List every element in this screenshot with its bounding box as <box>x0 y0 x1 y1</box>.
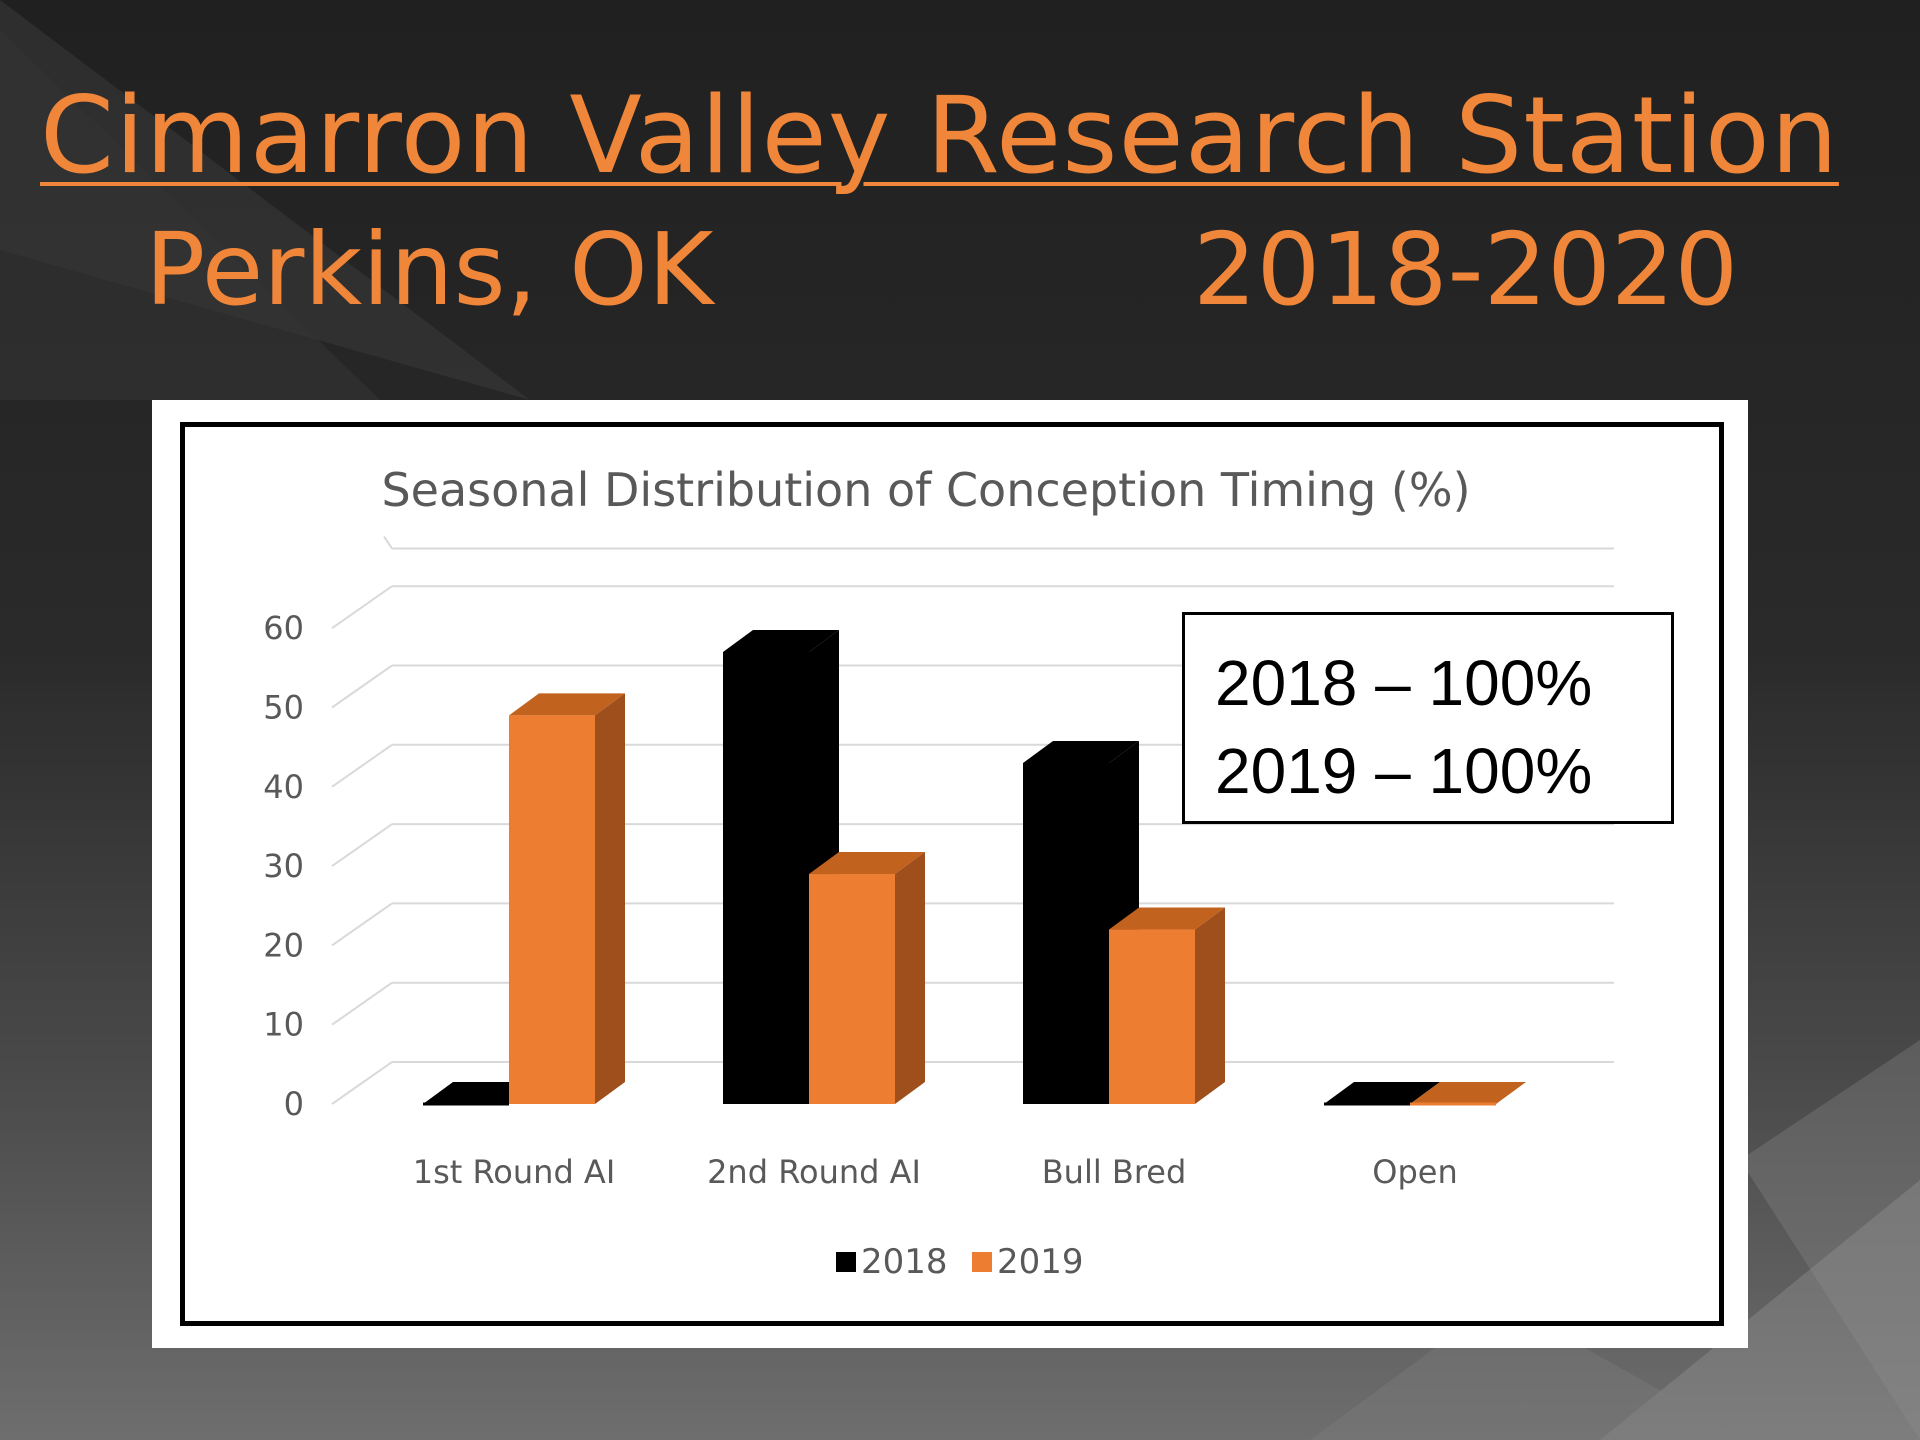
gridline-diagonal <box>383 535 393 550</box>
y-tick-label: 20 <box>263 926 304 964</box>
bar-2018-1 <box>723 629 839 1104</box>
slide-years: 2018-2020 <box>1193 211 1739 328</box>
bar-top-face <box>1109 907 1225 930</box>
category-labels: 1st Round AI 2nd Round AI Bull Bred Open <box>413 1153 1458 1191</box>
y-tick-label: 30 <box>263 847 304 885</box>
x-category-label: 2nd Round AI <box>707 1153 921 1191</box>
gridline-diagonal <box>331 664 393 709</box>
bar-top-face <box>1410 1082 1526 1104</box>
y-tick-label: 50 <box>263 689 304 727</box>
bars <box>423 629 1526 1106</box>
legend-swatch-2019 <box>972 1252 992 1272</box>
bar-top-face <box>809 852 925 875</box>
bar-top-face <box>1023 741 1139 764</box>
y-tick-label: 60 <box>263 609 304 647</box>
y-tick-label: 10 <box>263 1006 304 1044</box>
bar-front-face <box>1023 763 1109 1104</box>
chart-frame <box>180 422 1724 1326</box>
chart-title: Seasonal Distribution of Conception Timi… <box>381 463 1470 517</box>
bar-side-face <box>595 693 625 1104</box>
total-note-box: 2018 – 100% 2019 – 100% <box>1182 612 1674 824</box>
legend-label-2018: 2018 <box>861 1242 948 1282</box>
bar-2019-2 <box>1109 907 1225 1104</box>
chart-panel: Seasonal Distribution of Conception Timi… <box>152 400 1748 1348</box>
legend-swatch-2018 <box>836 1252 856 1272</box>
bar-2018-3 <box>1324 1082 1440 1106</box>
bar-2019-0 <box>509 693 625 1104</box>
legend: 2018 2019 <box>836 1242 1084 1282</box>
y-tick-label: 40 <box>263 768 304 806</box>
gridline-diagonal <box>331 902 393 947</box>
slide-location: Perkins, OK <box>145 211 714 328</box>
note-line-2019: 2019 – 100% <box>1215 735 1593 807</box>
bar-top-face <box>509 693 625 716</box>
bar-front-face <box>1109 929 1195 1104</box>
x-category-label: Open <box>1372 1153 1457 1191</box>
gridline-diagonal <box>331 1061 393 1105</box>
bar-front-face <box>723 651 809 1104</box>
x-category-label: Bull Bred <box>1042 1153 1187 1191</box>
gridline-diagonal <box>331 823 393 867</box>
gridline-diagonal <box>331 585 393 630</box>
bar-side-face <box>1195 907 1225 1104</box>
y-axis-ticks: 0 10 20 30 40 50 60 <box>263 609 304 1123</box>
gridline-diagonal <box>331 981 393 1026</box>
bar-top-face <box>1324 1082 1440 1104</box>
gridline-diagonal <box>331 743 393 788</box>
bar-side-face <box>895 852 925 1104</box>
bar-2019-1 <box>809 852 925 1104</box>
legend-label-2019: 2019 <box>997 1242 1084 1282</box>
x-category-label: 1st Round AI <box>413 1153 616 1191</box>
bar-2019-3 <box>1410 1082 1526 1106</box>
bar-front-face <box>509 715 595 1104</box>
y-tick-label: 0 <box>284 1085 304 1123</box>
bar-chart: Seasonal Distribution of Conception Timi… <box>263 463 1614 1282</box>
slide-title: Cimarron Valley Research Station <box>40 74 1839 197</box>
bar-front-face <box>809 874 895 1104</box>
bar-top-face <box>723 629 839 652</box>
note-line-2018: 2018 – 100% <box>1215 647 1593 719</box>
